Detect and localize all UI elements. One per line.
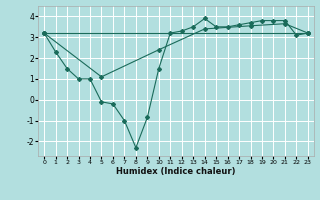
X-axis label: Humidex (Indice chaleur): Humidex (Indice chaleur)	[116, 167, 236, 176]
